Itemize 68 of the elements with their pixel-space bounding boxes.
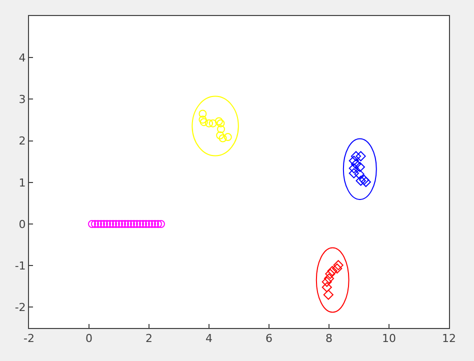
point <box>218 134 227 142</box>
point <box>127 220 135 228</box>
point <box>148 220 156 228</box>
y-tick-label: 3 <box>18 93 26 106</box>
point <box>324 273 334 284</box>
point <box>103 220 111 228</box>
point <box>118 220 126 228</box>
x-tick-label: 12 <box>442 332 456 346</box>
x-tick-label: 10 <box>382 332 396 346</box>
point <box>157 220 165 228</box>
x-tick-label: 0 <box>86 332 92 346</box>
point <box>332 263 342 274</box>
point <box>100 220 108 228</box>
point <box>115 220 123 228</box>
point <box>224 133 232 142</box>
y-tick-label: 2 <box>18 134 26 148</box>
x-tick-label: 6 <box>266 332 272 346</box>
point <box>139 220 147 228</box>
point <box>350 159 362 170</box>
point <box>200 118 208 126</box>
x-tick-label: 4 <box>206 332 212 346</box>
point <box>154 220 162 228</box>
point <box>142 220 150 228</box>
point <box>217 125 225 134</box>
point <box>325 268 336 279</box>
point <box>323 290 334 300</box>
point <box>109 220 117 228</box>
point <box>106 220 114 228</box>
y-tick-label: 4 <box>18 51 26 64</box>
point <box>359 174 370 185</box>
y-tick-label: -1 <box>14 259 26 272</box>
point <box>214 117 223 126</box>
point <box>124 220 132 228</box>
point <box>198 110 207 118</box>
point <box>356 151 366 162</box>
point <box>348 156 359 166</box>
point <box>133 220 141 228</box>
point <box>322 282 332 292</box>
point <box>216 131 224 140</box>
point <box>91 220 99 228</box>
point <box>348 168 359 178</box>
point <box>348 163 359 174</box>
point <box>216 119 225 128</box>
point <box>136 220 144 228</box>
point <box>205 119 213 128</box>
point <box>198 116 207 124</box>
point <box>354 162 365 172</box>
y-tick-label: 0 <box>18 218 26 231</box>
point <box>121 220 129 228</box>
point <box>112 220 120 228</box>
point <box>360 176 371 188</box>
point <box>322 276 332 287</box>
point <box>151 220 159 228</box>
x-tick-label: 2 <box>146 332 152 346</box>
point <box>130 220 138 228</box>
point <box>356 176 366 186</box>
point <box>350 151 362 162</box>
point <box>97 220 105 228</box>
y-tick-label: -2 <box>14 301 26 314</box>
point <box>145 220 153 228</box>
point <box>208 119 217 128</box>
x-tick-label: 8 <box>326 332 332 346</box>
point <box>333 260 344 270</box>
point <box>327 266 338 276</box>
point <box>94 220 102 228</box>
y-tick-label: 1 <box>18 176 26 190</box>
point <box>88 220 96 228</box>
point <box>354 169 364 180</box>
